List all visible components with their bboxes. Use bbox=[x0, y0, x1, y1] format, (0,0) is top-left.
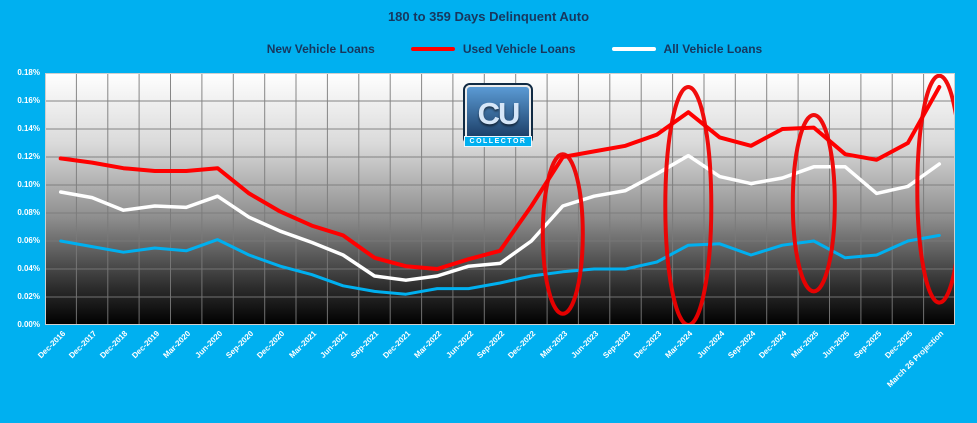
annotation-ellipse-28 bbox=[915, 73, 955, 305]
x-tick-label: Mar-2024 bbox=[663, 329, 695, 360]
annotation-ellipse-16 bbox=[540, 152, 585, 316]
x-tick-label: Sep-2023 bbox=[600, 329, 632, 361]
x-tick-label: Dec-2020 bbox=[255, 329, 287, 361]
x-tick-label: Dec-2016 bbox=[35, 329, 68, 361]
x-tick-label: Sep-2025 bbox=[851, 329, 883, 361]
cu-collector-logo: CU COLLECTOR bbox=[460, 85, 536, 147]
legend-line-sample-used bbox=[410, 47, 455, 51]
x-tick-label: Mar-2021 bbox=[287, 329, 319, 360]
logo-banner-label: COLLECTOR bbox=[463, 136, 533, 147]
legend-line-sample-all bbox=[611, 47, 656, 51]
legend-label-used: Used Vehicle Loans bbox=[462, 42, 576, 56]
y-tick-label: 0.04% bbox=[17, 264, 40, 273]
chart-legend: New Vehicle Loans Used Vehicle Loans All… bbox=[0, 42, 977, 56]
x-tick-label: Dec-2018 bbox=[98, 329, 130, 361]
series-line-new bbox=[59, 233, 941, 296]
plot-border bbox=[45, 73, 955, 325]
x-tick-label: Jun-2022 bbox=[444, 329, 475, 360]
legend-label-all: All Vehicle Loans bbox=[663, 42, 763, 56]
x-tick-label: Dec-2021 bbox=[381, 329, 413, 361]
chart-title: 180 to 359 Days Delinquent Auto bbox=[387, 9, 590, 24]
x-tick-label: Sep-2024 bbox=[726, 329, 758, 361]
x-tick-label: Jun-2023 bbox=[569, 329, 601, 360]
x-tick-label: Dec-2023 bbox=[632, 329, 664, 361]
gridlines bbox=[45, 73, 955, 325]
x-tick-label: Jun-2024 bbox=[695, 329, 727, 360]
series-line-used bbox=[58, 85, 942, 271]
x-tick-label: Mar-2022 bbox=[412, 329, 444, 360]
x-tick-label: Sep-2021 bbox=[349, 329, 381, 361]
x-tick-label: Sep-2020 bbox=[224, 329, 256, 361]
y-tick-label: 0.08% bbox=[17, 208, 40, 217]
logo-shield: CU bbox=[465, 85, 531, 143]
logo-initials: CU bbox=[477, 96, 521, 131]
x-tick-label: Mar-2020 bbox=[161, 329, 193, 360]
y-tick-label: 0.00% bbox=[17, 320, 40, 329]
x-tick-label: Mar-2023 bbox=[538, 329, 570, 360]
x-tick-label: Dec-2024 bbox=[757, 329, 789, 361]
y-tick-label: 0.16% bbox=[17, 96, 40, 105]
y-tick-label: 0.02% bbox=[17, 292, 40, 301]
legend-line-sample-new bbox=[214, 47, 259, 51]
y-tick-label: 0.14% bbox=[17, 124, 40, 133]
legend-label-new: New Vehicle Loans bbox=[266, 42, 375, 56]
x-tick-label: Dec-2025 bbox=[883, 329, 915, 361]
y-tick-label: 0.12% bbox=[17, 152, 40, 161]
annotation-ellipse-24 bbox=[790, 113, 837, 294]
annotation-ellipse-20 bbox=[663, 85, 714, 325]
legend-item-all-vehicle-loans: All Vehicle Loans bbox=[611, 42, 763, 56]
x-tick-label: Dec-2019 bbox=[129, 329, 162, 361]
y-tick-label: 0.18% bbox=[17, 68, 40, 77]
legend-item-used-vehicle-loans: Used Vehicle Loans bbox=[410, 42, 576, 56]
legend-item-new-vehicle-loans: New Vehicle Loans bbox=[214, 42, 375, 56]
x-tick-label: Dec-2022 bbox=[506, 329, 538, 361]
x-tick-label: Mar-2025 bbox=[789, 329, 821, 360]
y-tick-label: 0.06% bbox=[17, 236, 40, 245]
x-tick-label: March 26 Projection bbox=[885, 329, 946, 390]
y-tick-label: 0.10% bbox=[17, 180, 40, 189]
x-tick-label: Sep-2022 bbox=[475, 329, 507, 361]
x-tick-label: Jun-2020 bbox=[193, 329, 224, 360]
x-tick-label: Dec-2017 bbox=[67, 329, 99, 361]
x-tick-label: Jun-2021 bbox=[318, 329, 350, 360]
x-tick-label: Jun-2025 bbox=[820, 329, 852, 360]
